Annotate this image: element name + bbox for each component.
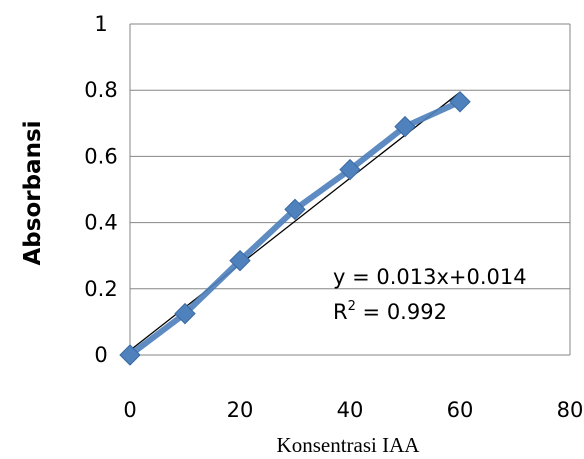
trendline-annotation: y = 0.013x+0.014 R2 = 0.992 <box>333 265 527 324</box>
plot-area-border <box>129 24 571 355</box>
data-point <box>339 158 361 181</box>
y-tick-label: 0.8 <box>84 78 117 102</box>
y-tick-label: 1 <box>94 12 107 36</box>
y-tick-label: 0.6 <box>84 144 117 168</box>
gridlines <box>130 23 570 356</box>
data-point <box>119 344 141 366</box>
x-tick-label: 80 <box>557 398 584 422</box>
x-tick-label: 20 <box>227 398 254 422</box>
r-squared: R2 = 0.992 <box>333 299 447 324</box>
data-point <box>174 302 196 325</box>
data-point <box>394 115 416 138</box>
x-axis-ticks: 0 20 40 60 80 <box>123 398 583 422</box>
y-tick-label: 0.2 <box>84 277 117 301</box>
r-squared-sup: 2 <box>348 299 356 314</box>
x-tick-label: 0 <box>123 398 136 422</box>
x-tick-label: 60 <box>447 398 474 422</box>
y-tick-label: 0 <box>94 343 107 367</box>
trendline-equation: y = 0.013x+0.014 <box>333 265 527 289</box>
series-group <box>119 91 471 366</box>
data-point <box>449 91 471 113</box>
y-tick-label: 0.4 <box>84 211 117 235</box>
x-axis-label: Konsentrasi IAA <box>277 433 421 457</box>
r-squared-prefix: R <box>333 300 348 324</box>
y-axis-ticks: 0 0.2 0.4 0.6 0.8 1 <box>84 12 117 367</box>
r-squared-value: = 0.992 <box>356 300 447 324</box>
data-point <box>284 198 306 221</box>
y-axis-label: Absorbansi <box>20 120 46 265</box>
x-tick-label: 40 <box>337 398 364 422</box>
data-point <box>229 249 251 272</box>
